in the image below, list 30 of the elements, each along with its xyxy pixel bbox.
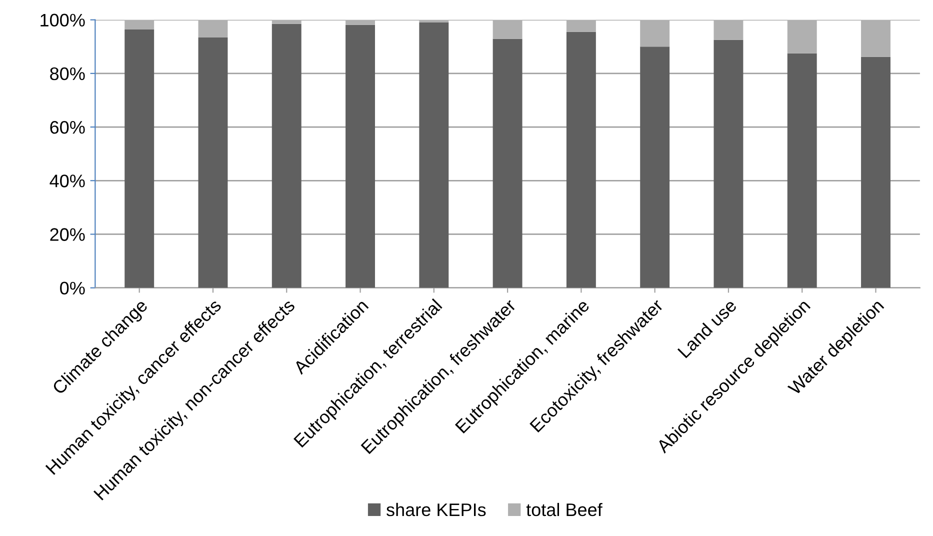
bar bbox=[419, 22, 449, 288]
bar bbox=[272, 20, 302, 24]
bar bbox=[419, 20, 449, 23]
y-tick-label: 0% bbox=[60, 282, 85, 295]
y-tick-label: 40% bbox=[50, 174, 85, 188]
y-tick-label: 20% bbox=[50, 228, 85, 241]
bar bbox=[492, 20, 522, 39]
bar bbox=[198, 20, 228, 38]
bar bbox=[861, 56, 890, 288]
bar bbox=[346, 20, 375, 25]
bar bbox=[566, 20, 596, 32]
bar bbox=[492, 38, 522, 288]
bar bbox=[198, 38, 228, 288]
y-tick-label: 60% bbox=[50, 120, 85, 134]
bar bbox=[714, 20, 744, 40]
bar bbox=[640, 20, 670, 47]
bar bbox=[787, 53, 817, 288]
legend-label: share KEPIs bbox=[386, 502, 486, 516]
bar bbox=[566, 32, 596, 288]
legend-label: total Beef bbox=[526, 502, 602, 516]
bar bbox=[124, 29, 154, 288]
y-tick-label: 80% bbox=[50, 67, 85, 80]
bar bbox=[861, 20, 890, 57]
bar bbox=[714, 40, 744, 288]
bar bbox=[346, 24, 375, 288]
bar bbox=[124, 20, 154, 30]
bar bbox=[272, 24, 302, 288]
y-tick-label: 100% bbox=[40, 14, 85, 27]
bar bbox=[787, 20, 817, 54]
bar bbox=[640, 46, 670, 288]
